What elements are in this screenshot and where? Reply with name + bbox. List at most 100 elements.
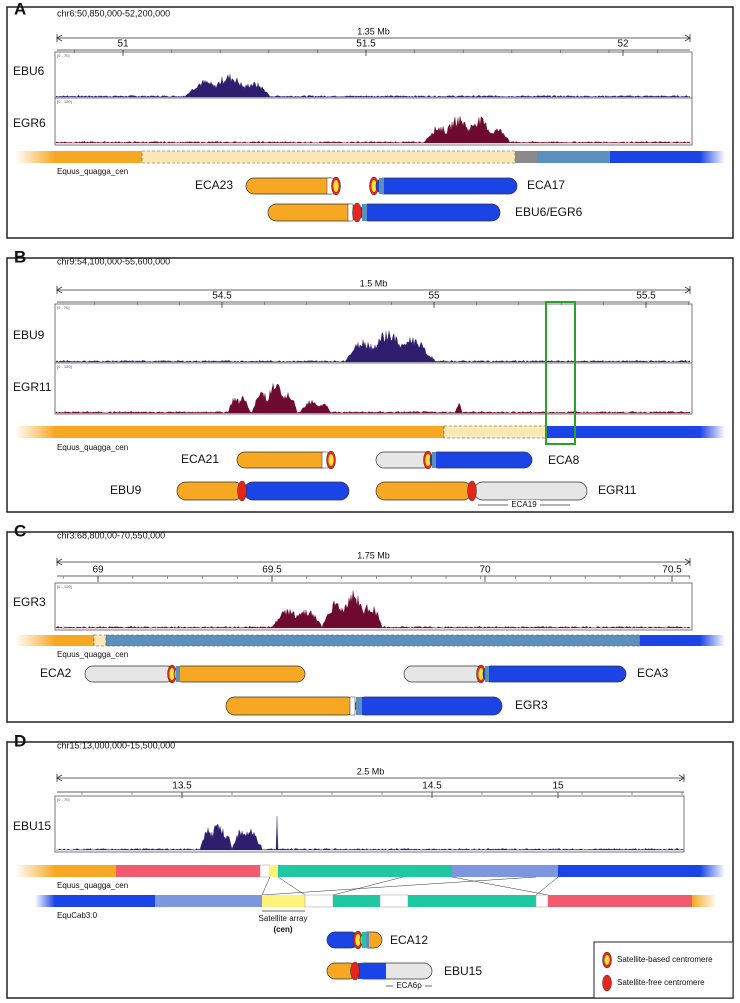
span-label: 1.35 Mb bbox=[357, 26, 390, 36]
segment bbox=[546, 426, 700, 438]
centromere-core bbox=[333, 180, 339, 192]
segment bbox=[55, 635, 94, 646]
assembly-label: EquCab3.0 bbox=[57, 911, 98, 920]
segment bbox=[692, 895, 717, 907]
segment bbox=[259, 864, 271, 878]
segment bbox=[408, 895, 536, 907]
segment bbox=[700, 426, 725, 438]
track-name: EBU15 bbox=[13, 819, 51, 833]
track-name: EGR6 bbox=[13, 116, 46, 130]
segment bbox=[548, 895, 692, 907]
span-bg bbox=[351, 551, 396, 560]
region-label: chr9:54,100,000-55,600,000 bbox=[57, 256, 170, 266]
assembly-label: Equus_quagga_cen bbox=[57, 443, 128, 452]
tick-label: 51 bbox=[117, 39, 129, 50]
segment bbox=[379, 178, 384, 194]
track-name: EGR11 bbox=[13, 380, 52, 394]
segment bbox=[270, 865, 278, 877]
segment bbox=[278, 865, 452, 877]
segment bbox=[155, 895, 262, 907]
chromosome-label: ECA2 bbox=[40, 666, 72, 680]
centromere bbox=[467, 480, 477, 502]
span-label: 2.5 Mb bbox=[357, 766, 385, 776]
segment bbox=[379, 894, 409, 908]
panel-frame bbox=[6, 741, 734, 999]
chromosome-arm bbox=[245, 177, 339, 195]
coverage-track bbox=[55, 590, 691, 629]
tick-label: 69.5 bbox=[262, 565, 282, 576]
chromosome-label: EBU9 bbox=[110, 483, 142, 497]
segment bbox=[116, 865, 260, 877]
synteny-line bbox=[277, 876, 306, 896]
track-frame bbox=[54, 51, 693, 146]
segment bbox=[700, 865, 725, 877]
segment bbox=[35, 895, 55, 907]
segment bbox=[262, 895, 305, 907]
panel-label: B bbox=[14, 247, 26, 266]
chromosome-arm bbox=[482, 665, 627, 683]
synteny-line bbox=[261, 876, 271, 896]
segment bbox=[558, 865, 700, 877]
segment bbox=[349, 696, 356, 716]
assembly-label: Equus_quagga_cen bbox=[57, 167, 128, 176]
segment bbox=[304, 894, 334, 908]
segment bbox=[537, 151, 610, 163]
segment bbox=[452, 865, 558, 877]
segment bbox=[55, 865, 116, 877]
segment bbox=[640, 635, 700, 646]
centromere-core bbox=[425, 454, 431, 466]
chromosome-arm bbox=[236, 451, 331, 469]
segment bbox=[55, 426, 444, 438]
chromosome-label: ECA17 bbox=[527, 178, 565, 192]
coverage-track bbox=[55, 330, 691, 363]
segment bbox=[358, 963, 386, 979]
arm-label: ECA19 bbox=[511, 500, 537, 509]
chromosome-arm bbox=[429, 451, 533, 469]
span-bg bbox=[351, 279, 396, 288]
track-frame bbox=[54, 582, 693, 631]
segment bbox=[366, 932, 369, 948]
centromere-core bbox=[169, 668, 175, 680]
label-bg bbox=[393, 981, 425, 991]
segment bbox=[15, 865, 55, 877]
chromosome-label: ECA21 bbox=[181, 452, 219, 466]
coverage-track bbox=[55, 816, 685, 851]
chromosome-arm bbox=[375, 481, 473, 501]
region-label: chr15:13,000,000-15,500,000 bbox=[57, 740, 175, 750]
centromere-core bbox=[371, 180, 377, 192]
panel-label: C bbox=[14, 521, 26, 540]
synteny-line bbox=[535, 876, 559, 896]
track-name: EBU9 bbox=[13, 328, 45, 342]
chromosome-arm bbox=[359, 203, 501, 222]
tick-label: 52 bbox=[617, 39, 629, 50]
assembly-label: Equus_quagga_cen bbox=[57, 650, 128, 659]
track-range: [0 - 120] bbox=[57, 99, 72, 104]
tick-label: 70.5 bbox=[662, 565, 682, 576]
legend-frame bbox=[593, 941, 734, 999]
chromosome-arm bbox=[267, 203, 358, 222]
centromere bbox=[237, 480, 247, 502]
tick-label: 14.5 bbox=[422, 781, 442, 792]
chromosome-arm bbox=[225, 696, 357, 716]
centromere-core bbox=[355, 934, 361, 946]
segment bbox=[15, 426, 55, 438]
highlight-box bbox=[545, 301, 576, 445]
chromosome-label: ECA8 bbox=[548, 453, 580, 467]
arm-label: ECA6p bbox=[396, 981, 422, 990]
coverage-track bbox=[55, 383, 691, 414]
coverage-track bbox=[55, 116, 691, 144]
span-bg bbox=[351, 27, 396, 36]
centromere bbox=[352, 202, 362, 223]
segment bbox=[105, 634, 641, 647]
span-label: 1.75 Mb bbox=[357, 550, 390, 560]
track-range: [0 - 120] bbox=[57, 584, 72, 589]
track-name: EGR3 bbox=[13, 595, 46, 609]
tick-label: 55 bbox=[428, 291, 440, 302]
synteny-line bbox=[261, 876, 537, 896]
segment bbox=[356, 697, 362, 715]
segment bbox=[141, 150, 516, 164]
centromere-core bbox=[328, 454, 334, 466]
segment bbox=[176, 666, 180, 682]
segment bbox=[432, 452, 436, 468]
